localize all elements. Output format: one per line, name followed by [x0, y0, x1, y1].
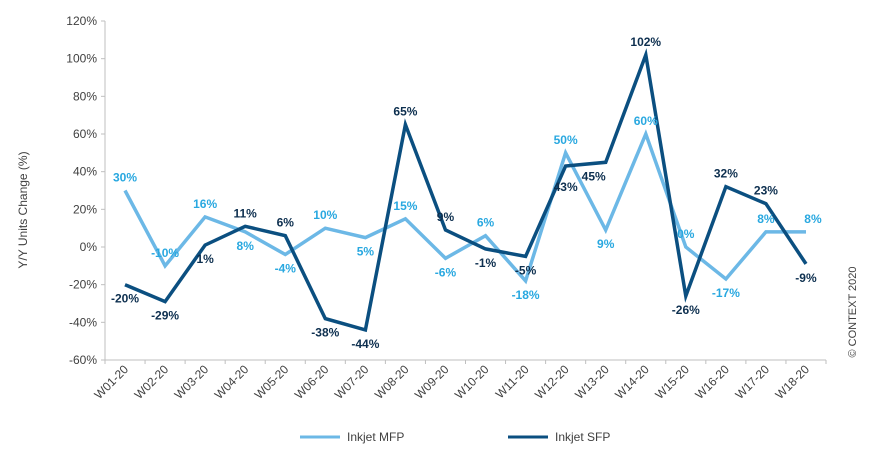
x-tick-label: W11-20 [493, 362, 532, 401]
axis-layer: -60% -40% -20% 0% 20% 40% 60% 80% 100% 120% W01-20… [66, 14, 827, 402]
data-label-inkjet-mfp: -4% [275, 262, 297, 276]
data-label-inkjet-mfp: 50% [554, 133, 578, 147]
data-label-inkjet-sfp: -9% [795, 271, 817, 285]
data-label-inkjet-mfp: 15% [393, 199, 417, 213]
x-tick-label: W09-20 [412, 362, 452, 402]
x-tick-label: W13-20 [572, 362, 612, 402]
data-label-inkjet-sfp: 9% [437, 210, 455, 224]
data-label-inkjet-mfp: 9% [597, 237, 615, 251]
x-tick-label: W01-20 [92, 362, 132, 402]
data-label-inkjet-sfp: 32% [714, 167, 738, 181]
y-axis-title: Y/Y Units Change (%) [16, 151, 30, 268]
data-label-inkjet-sfp: 6% [277, 216, 295, 230]
data-label-inkjet-sfp: -5% [515, 263, 537, 277]
y-tick-label: 40% [73, 165, 97, 179]
data-label-inkjet-mfp: 8% [804, 212, 822, 226]
x-tick-label: W08-20 [372, 362, 412, 402]
x-tick-label: W02-20 [132, 362, 172, 402]
data-label-inkjet-sfp: 65% [393, 105, 417, 119]
y-tick-label: 60% [73, 127, 97, 141]
data-label-inkjet-mfp: 8% [757, 212, 775, 226]
data-label-inkjet-sfp: 43% [554, 180, 578, 194]
x-tick-label: W05-20 [252, 362, 292, 402]
data-label-inkjet-mfp: 6% [477, 216, 495, 230]
data-label-inkjet-mfp: 0% [677, 227, 695, 241]
y-tick-label: 0% [80, 240, 98, 254]
data-label-inkjet-mfp: 16% [193, 197, 217, 211]
data-label-inkjet-sfp: 45% [582, 169, 606, 183]
x-tick-label: W04-20 [212, 362, 252, 402]
series-line-inkjet-mfp [123, 129, 806, 285]
data-label-inkjet-sfp: -44% [351, 337, 379, 351]
y-tick-label: -20% [69, 278, 97, 292]
legend: Inkjet MFP Inkjet SFP [300, 430, 610, 444]
data-labels: 30% -10% 16% 8% -4% 10% 5% 15% -6% 6% -18% 50% 9% 60%… [111, 35, 822, 351]
data-label-inkjet-sfp: -1% [475, 256, 497, 270]
data-label-inkjet-mfp: 30% [113, 171, 137, 185]
x-tick-label: W17-20 [732, 362, 772, 402]
copyright-annotation: © CONTEXT 2020 [847, 266, 859, 357]
data-label-inkjet-mfp: -18% [512, 288, 540, 302]
x-tick-label: W18-20 [772, 362, 812, 402]
x-tick-label: W06-20 [292, 362, 332, 402]
data-label-inkjet-sfp: 23% [754, 184, 778, 198]
x-tick-label: W10-20 [452, 362, 492, 402]
data-label-inkjet-sfp: 11% [234, 206, 258, 220]
y-tick-label: -40% [69, 315, 97, 329]
data-label-inkjet-mfp: 8% [237, 239, 255, 253]
data-label-inkjet-sfp: -29% [151, 309, 179, 323]
x-tick-label: W15-20 [652, 362, 692, 402]
y-tick-label: 120% [66, 14, 97, 28]
data-label-inkjet-mfp: 10% [313, 208, 337, 222]
data-label-inkjet-mfp: -17% [712, 286, 740, 300]
data-label-inkjet-sfp: -20% [111, 292, 139, 306]
y-tick-label: 100% [66, 52, 97, 66]
x-tick-label: W03-20 [172, 362, 212, 402]
data-label-inkjet-mfp: -10% [151, 246, 179, 260]
data-label-inkjet-sfp: -26% [672, 303, 700, 317]
x-tick-label: W14-20 [612, 362, 652, 402]
data-label-inkjet-sfp: 1% [196, 252, 214, 266]
series-lines [123, 48, 808, 333]
data-label-inkjet-mfp: 5% [357, 245, 375, 259]
data-label-inkjet-mfp: 60% [634, 114, 658, 128]
x-tick-label: W12-20 [532, 362, 572, 402]
legend-label-inkjet-mfp: Inkjet MFP [347, 430, 404, 444]
data-label-inkjet-sfp: -38% [311, 326, 339, 340]
y-tick-label: 80% [73, 89, 97, 103]
series-line-inkjet-sfp [124, 48, 808, 333]
legend-label-inkjet-sfp: Inkjet SFP [555, 430, 610, 444]
y-tick-label: -60% [69, 353, 97, 367]
x-tick-label: W16-20 [692, 362, 732, 402]
data-label-inkjet-mfp: -6% [435, 265, 457, 279]
y-tick-label: 20% [73, 202, 97, 216]
data-label-inkjet-sfp: 102% [630, 35, 661, 49]
x-tick-label: W07-20 [332, 362, 372, 402]
